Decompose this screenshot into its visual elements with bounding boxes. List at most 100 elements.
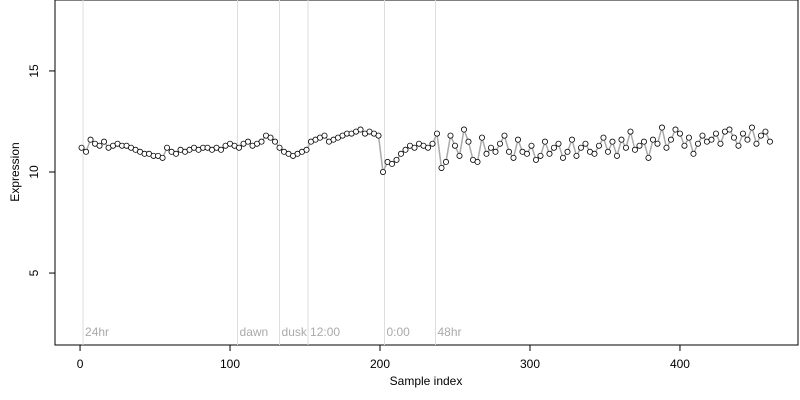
annotation-label: dusk [282,325,308,339]
point [276,144,283,151]
point [744,136,751,143]
x-tick-label: 400 [670,357,690,371]
x-axis-label: Sample index [390,374,463,388]
point [402,146,409,153]
point [492,148,499,155]
point [636,142,643,149]
point [389,160,396,167]
point [663,144,670,151]
point [78,144,85,151]
point [483,150,490,157]
point [398,150,405,157]
point [685,134,692,141]
point [595,142,602,149]
point [159,154,166,161]
point [514,136,521,143]
point [380,168,387,175]
point [618,136,625,143]
point [573,152,580,159]
point [218,146,225,153]
point [267,134,274,141]
point [433,130,440,137]
point [487,144,494,151]
annotation-label: 48hr [437,325,461,339]
x-tick-label: 300 [520,357,540,371]
point [550,144,557,151]
point [258,138,265,145]
point [532,156,539,163]
point [708,136,715,143]
point [640,138,647,145]
point [600,134,607,141]
point [447,132,454,139]
point [245,138,252,145]
point [537,152,544,159]
point [627,128,634,135]
point [501,132,508,139]
point [451,142,458,149]
point [505,148,512,155]
annotation-label: dawn [240,325,269,339]
point [424,144,431,151]
point [83,148,90,155]
point [672,126,679,133]
point [375,132,382,139]
point [568,136,575,143]
point [474,158,481,165]
y-axis-label: Expression [8,142,22,201]
point [667,136,674,143]
point [393,156,400,163]
point [762,128,769,135]
point [654,140,661,147]
point [510,154,517,161]
point [357,126,364,133]
point [438,164,445,171]
point [236,144,243,151]
annotation-label: 12:00 [310,325,340,339]
point [546,150,553,157]
x-tick-label: 0 [77,357,84,371]
point [766,138,773,145]
point [442,158,449,165]
point [699,132,706,139]
point [604,148,611,155]
annotation-label: 24hr [85,325,109,339]
point [681,142,688,149]
point [690,150,697,157]
point [541,138,548,145]
point [658,124,665,131]
x-tick-label: 100 [220,357,240,371]
point [649,136,656,143]
point [631,146,638,153]
point [694,140,701,147]
point [753,140,760,147]
point [676,130,683,137]
point [577,144,584,151]
point [528,142,535,149]
point [730,134,737,141]
point [564,148,571,155]
point [173,150,180,157]
point [555,140,562,147]
point [757,132,764,139]
point [582,140,589,147]
x-tick-label: 200 [370,357,390,371]
point [645,154,652,161]
point [164,144,171,151]
point [748,124,755,131]
point [101,138,108,145]
point [429,140,436,147]
point [465,138,472,145]
y-tick-label: 15 [27,64,41,78]
point [613,152,620,159]
plot-frame [54,0,799,346]
point [591,150,598,157]
point [717,140,724,147]
point [712,130,719,137]
point [303,146,310,153]
point [460,126,467,133]
y-tick-label: 5 [27,269,41,276]
annotation-label: 0:00 [387,325,411,339]
point [321,132,328,139]
